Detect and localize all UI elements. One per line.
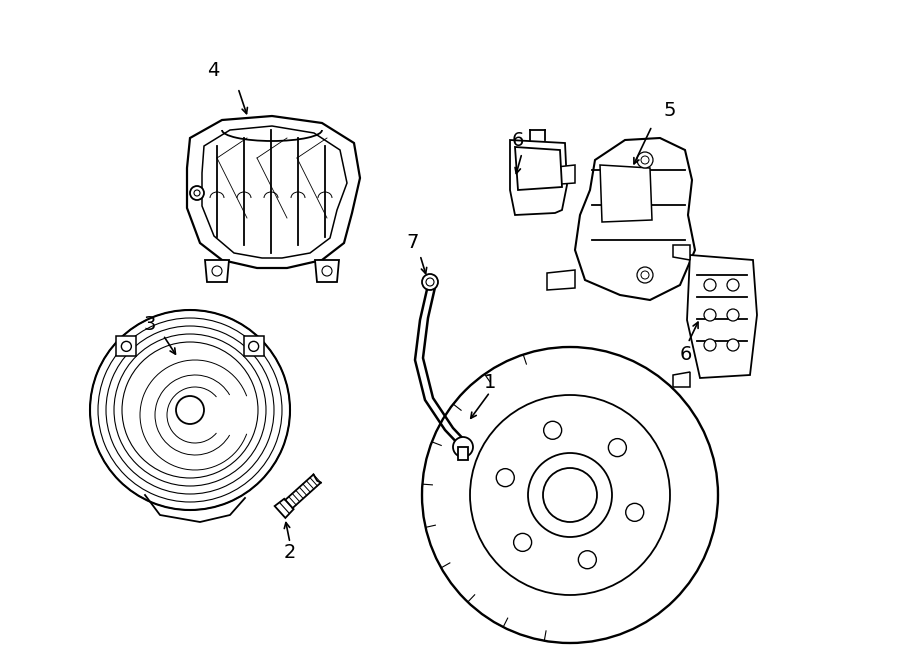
Text: 1: 1 (484, 373, 496, 391)
Circle shape (212, 266, 222, 276)
Polygon shape (244, 336, 264, 356)
Circle shape (422, 347, 718, 643)
Polygon shape (274, 499, 293, 518)
Circle shape (190, 186, 204, 200)
Circle shape (608, 439, 626, 457)
Circle shape (453, 437, 473, 457)
Circle shape (514, 533, 532, 551)
Circle shape (626, 503, 644, 522)
Text: 6: 6 (680, 346, 692, 364)
Circle shape (496, 469, 514, 486)
Text: 3: 3 (144, 315, 157, 334)
Circle shape (543, 468, 597, 522)
Polygon shape (575, 138, 695, 300)
Text: 5: 5 (664, 100, 676, 120)
Circle shape (194, 190, 200, 196)
Circle shape (122, 341, 131, 352)
Polygon shape (515, 147, 562, 190)
Circle shape (641, 156, 649, 164)
Text: 6: 6 (512, 130, 524, 149)
Circle shape (637, 267, 653, 283)
Circle shape (470, 395, 670, 595)
Polygon shape (600, 165, 652, 222)
Polygon shape (673, 372, 690, 387)
Text: 2: 2 (284, 543, 296, 563)
Circle shape (426, 278, 434, 286)
Polygon shape (510, 140, 567, 215)
Circle shape (544, 421, 562, 440)
Circle shape (727, 279, 739, 291)
Text: 7: 7 (407, 233, 419, 253)
Circle shape (727, 339, 739, 351)
Circle shape (322, 266, 332, 276)
Circle shape (528, 453, 612, 537)
Polygon shape (315, 260, 339, 282)
Circle shape (579, 551, 597, 568)
Polygon shape (202, 126, 347, 258)
Circle shape (422, 274, 438, 290)
Polygon shape (673, 245, 690, 260)
Circle shape (704, 309, 716, 321)
Polygon shape (187, 116, 360, 268)
Text: 4: 4 (207, 61, 220, 79)
Circle shape (704, 339, 716, 351)
Circle shape (248, 341, 258, 352)
Circle shape (637, 152, 653, 168)
Circle shape (704, 279, 716, 291)
Polygon shape (687, 255, 757, 378)
Polygon shape (116, 336, 137, 356)
Polygon shape (458, 447, 468, 460)
Circle shape (176, 396, 204, 424)
Polygon shape (547, 270, 575, 290)
Polygon shape (547, 165, 575, 185)
Circle shape (727, 309, 739, 321)
Circle shape (641, 271, 649, 279)
Polygon shape (205, 260, 229, 282)
